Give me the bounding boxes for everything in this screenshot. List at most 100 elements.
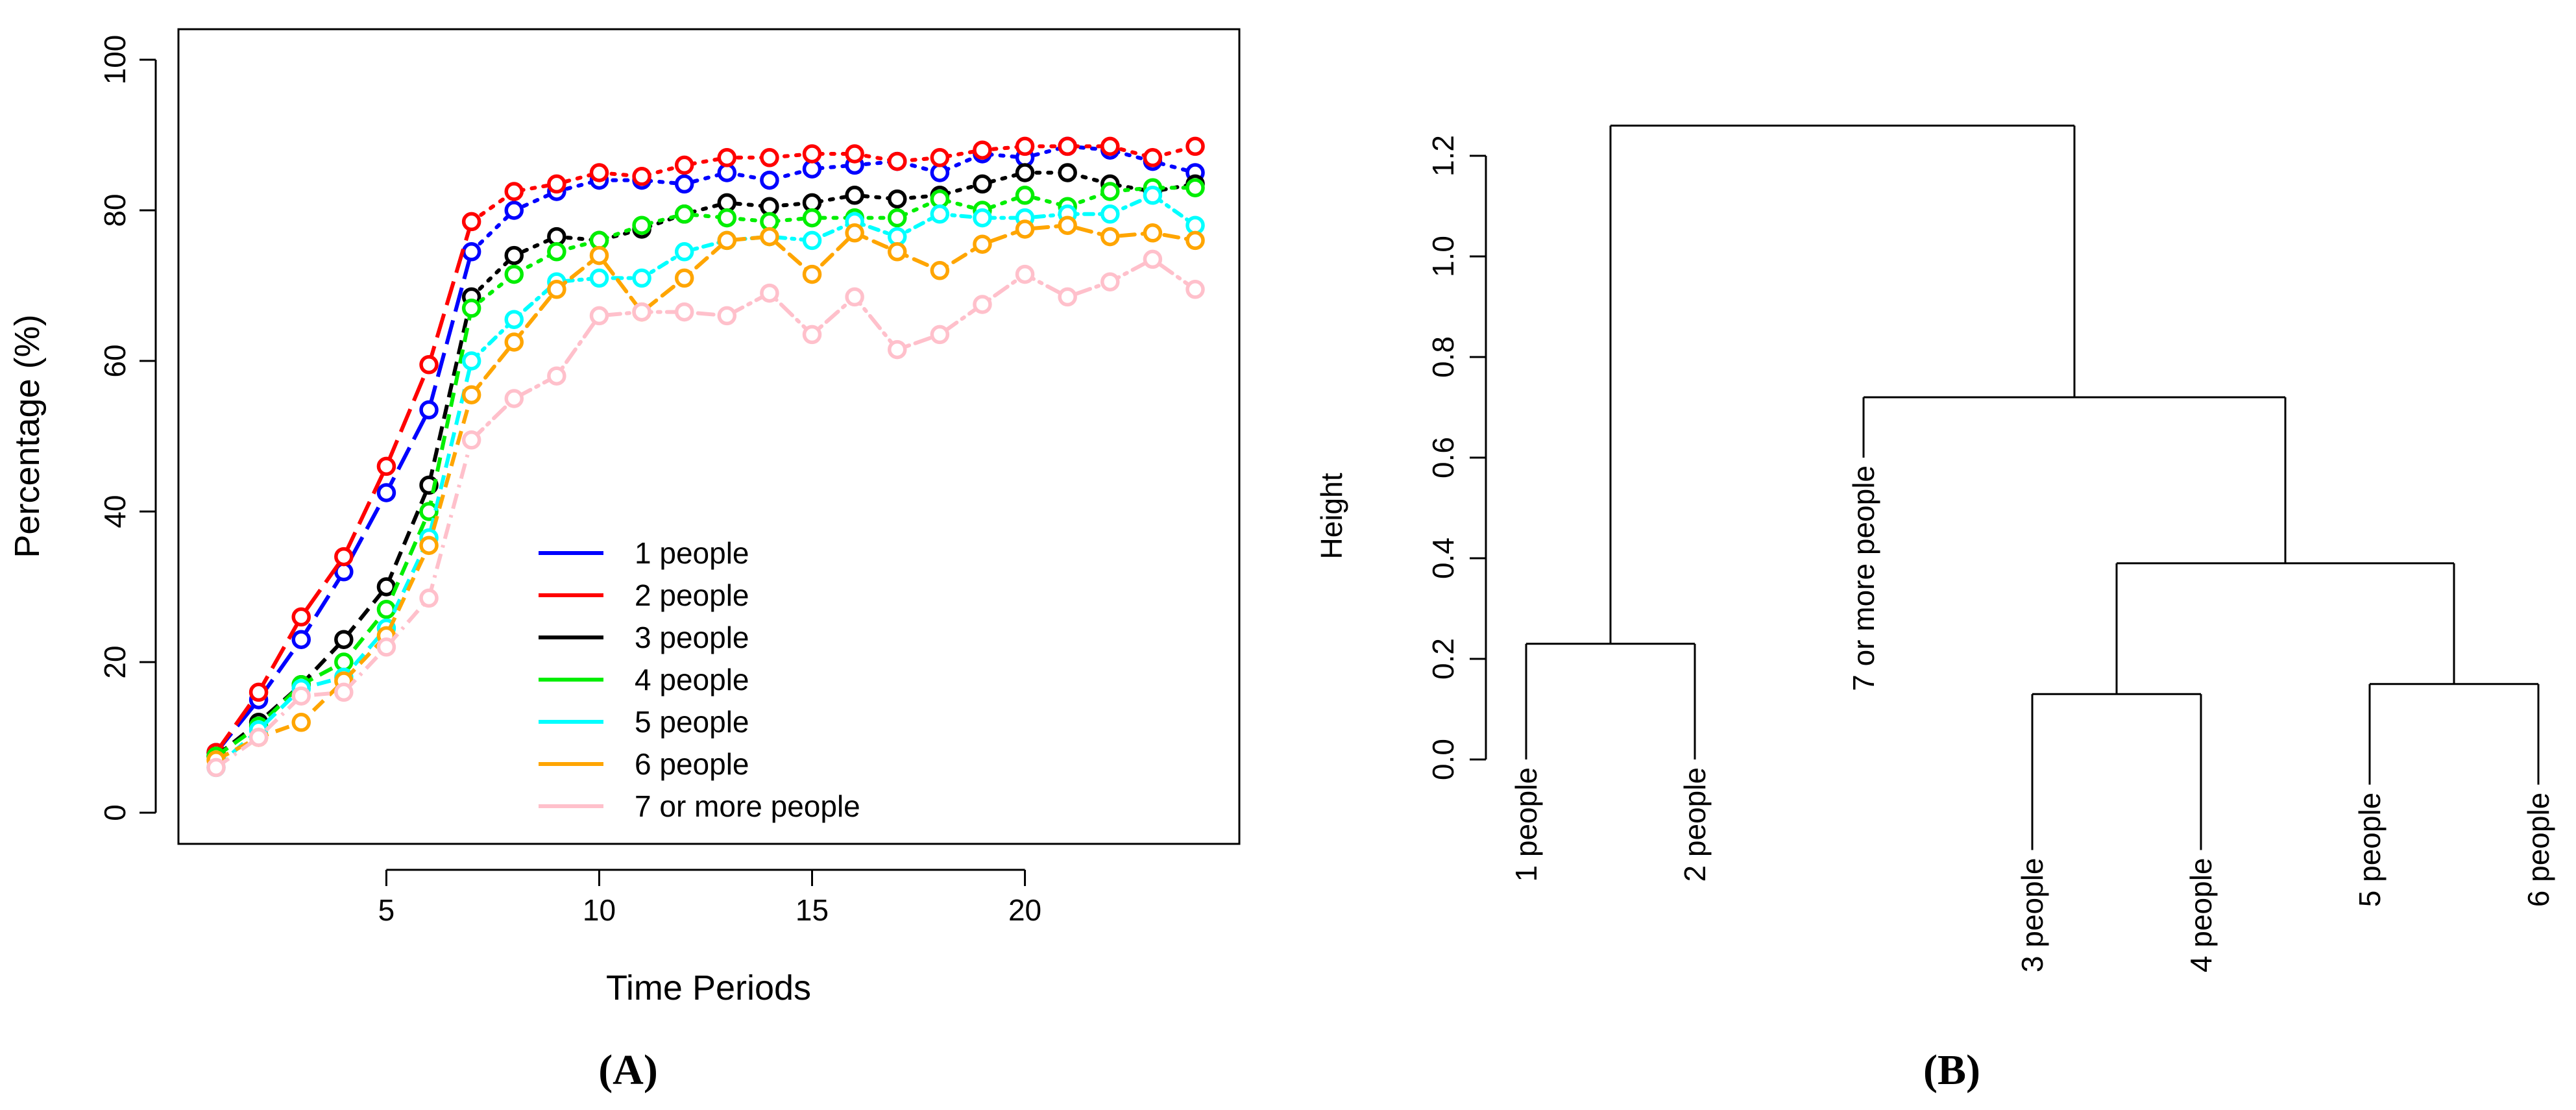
data-point: [291, 713, 311, 732]
y-tick-label: 20: [98, 645, 132, 678]
legend-label: 6 people: [635, 747, 749, 781]
data-point: [249, 728, 269, 747]
data-point: [589, 306, 609, 326]
data-point: [887, 189, 907, 209]
y-tick-label: 0.4: [1426, 537, 1460, 579]
dendrogram-merge: [1525, 643, 1696, 759]
data-point: [802, 230, 822, 251]
data-point: [845, 223, 864, 243]
data-point: [419, 355, 439, 375]
data-point: [717, 163, 737, 182]
data-point: [461, 299, 481, 318]
data-point: [249, 682, 269, 702]
dendrogram-merge: [1862, 396, 2287, 563]
y-tick-label: 40: [98, 495, 132, 528]
data-point: [760, 212, 779, 232]
y-tick-label: 60: [98, 344, 132, 377]
legend: 1 people 2 people 3 people 4 people 5 people…: [539, 536, 860, 823]
x-tick-label: 20: [1008, 893, 1041, 927]
data-point: [334, 547, 354, 567]
data-point: [717, 193, 737, 213]
data-point: [1143, 148, 1163, 167]
data-point: [334, 682, 354, 702]
data-point: [973, 174, 992, 194]
data-point: [504, 389, 524, 408]
data-point: [632, 167, 651, 186]
panel-label-b: (B): [1923, 1046, 1980, 1094]
data-point: [717, 306, 737, 326]
data-point: [589, 230, 609, 251]
data-point: [461, 242, 481, 262]
legend-label: 3 people: [635, 621, 749, 654]
data-point: [802, 144, 822, 164]
data-point: [206, 758, 226, 778]
legend-label: 1 people: [635, 536, 749, 570]
data-point: [504, 245, 524, 265]
data-point: [802, 208, 822, 228]
axes: 0.0 0.2 0.4 0.6 0.8 1.0 1.2: [1426, 135, 1487, 780]
data-point: [632, 216, 651, 235]
data-point: [845, 287, 864, 307]
data-point: [674, 302, 694, 322]
data-point: [461, 351, 481, 371]
data-point: [504, 332, 524, 352]
y-tick-label: 1.2: [1426, 135, 1460, 177]
data-point: [802, 264, 822, 284]
leaf-labels: 1 people 2 people 7 or more people 3 people…: [1509, 465, 2555, 972]
axes: 0 20 40 60 80 100 5 10 15 20: [98, 35, 1041, 927]
legend-label: 2 people: [635, 578, 749, 612]
data-point: [1015, 186, 1035, 205]
data-point: [760, 227, 779, 247]
data-point: [1100, 272, 1120, 291]
data-point: [547, 242, 566, 262]
data-point: [1058, 287, 1077, 307]
data-point: [461, 385, 481, 404]
data-point: [589, 245, 609, 265]
y-tick-label: 0.6: [1426, 437, 1460, 478]
data-point: [973, 208, 992, 228]
data-point: [632, 302, 651, 322]
data-point: [973, 140, 992, 160]
data-point: [930, 261, 950, 280]
data-point: [334, 630, 354, 649]
dendrogram-merge: [2368, 683, 2540, 785]
data-point: [632, 268, 651, 288]
leaf-label: 3 people: [2015, 858, 2049, 973]
leaf-label: 4 people: [2184, 858, 2218, 973]
y-axis-label: Percentage (%): [8, 314, 47, 558]
data-point: [419, 536, 439, 555]
data-point: [1015, 219, 1035, 239]
data-point: [1015, 264, 1035, 284]
data-point: [1185, 178, 1205, 197]
data-point: [504, 310, 524, 329]
legend-item: 2 people: [539, 578, 749, 612]
data-point: [802, 159, 822, 179]
data-point: [930, 325, 950, 345]
legend-label: 4 people: [635, 663, 749, 697]
leaf-label: 7 or more people: [1847, 465, 1880, 691]
data-point: [1185, 136, 1205, 156]
data-point: [887, 242, 907, 262]
data-point: [674, 242, 694, 262]
data-point: [547, 227, 566, 247]
x-axis-label: Time Periods: [606, 968, 811, 1007]
legend-item: 3 people: [539, 621, 749, 654]
data-point: [1058, 216, 1077, 235]
data-point: [1143, 249, 1163, 269]
data-point: [291, 630, 311, 649]
data-point: [674, 268, 694, 288]
data-point: [760, 197, 779, 216]
data-point: [1185, 280, 1205, 299]
dendrogram-merge: [2115, 562, 2455, 695]
legend-label: 5 people: [635, 705, 749, 739]
data-point: [504, 201, 524, 220]
series-group: [206, 136, 1205, 778]
data-point: [419, 400, 439, 420]
data-point: [376, 600, 396, 619]
y-tick-label: 0: [98, 804, 132, 821]
data-point: [717, 148, 737, 167]
data-point: [1185, 216, 1205, 235]
y-axis-label: Height: [1315, 473, 1348, 559]
y-tick-label: 0.2: [1426, 638, 1460, 680]
data-point: [547, 366, 566, 386]
